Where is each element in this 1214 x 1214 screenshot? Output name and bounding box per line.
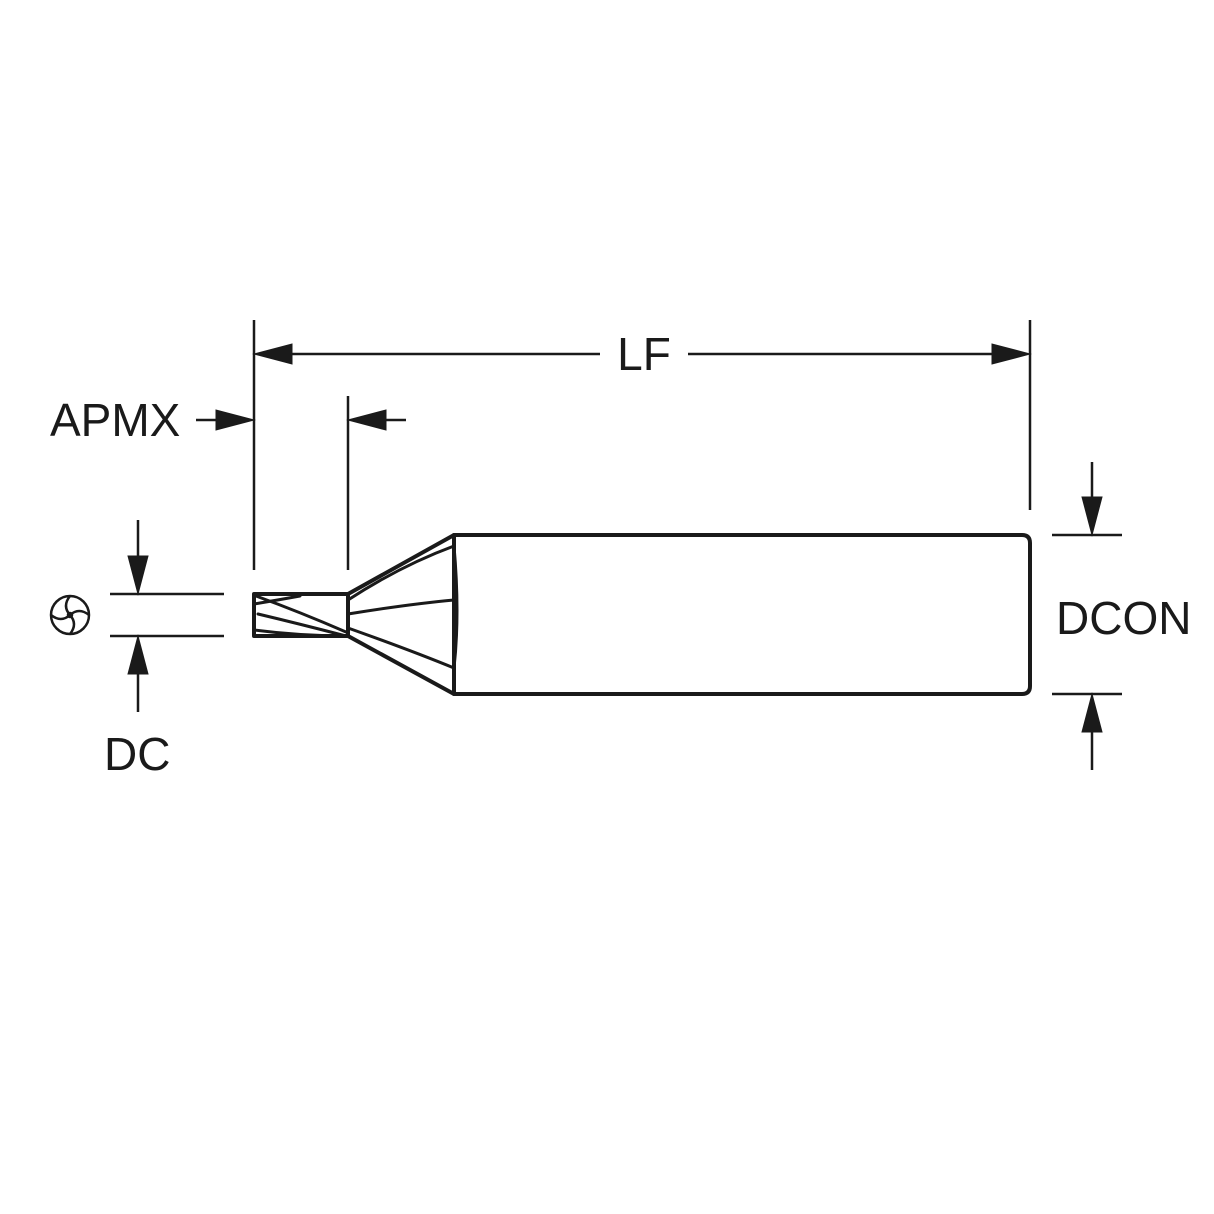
dc-label: DC	[104, 728, 170, 780]
dcon-dimension: DCON	[1052, 462, 1191, 770]
apmx-label: APMX	[50, 394, 180, 446]
apmx-dimension: APMX	[50, 394, 406, 570]
lf-dimension: LF	[254, 320, 1030, 570]
tool-dimension-diagram: LF APMX DC	[0, 0, 1214, 1214]
lf-label: LF	[617, 328, 671, 380]
tool-body	[254, 535, 1030, 694]
dc-dimension: DC	[104, 520, 224, 780]
end-view-icon	[51, 596, 89, 634]
dcon-label: DCON	[1056, 592, 1191, 644]
